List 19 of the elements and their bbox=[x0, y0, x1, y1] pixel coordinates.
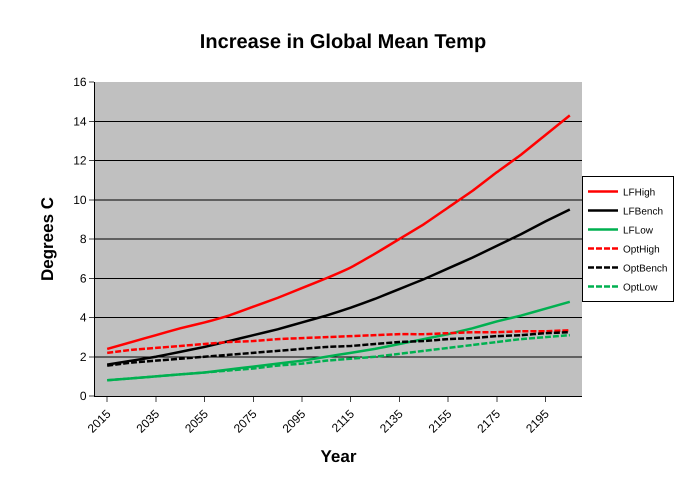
line-series bbox=[106, 114, 572, 350]
y-tick-label: 10 bbox=[73, 192, 87, 207]
y-tick-label: 14 bbox=[73, 114, 87, 128]
legend-label: LFBench bbox=[623, 206, 664, 218]
legend-label: LFHigh bbox=[623, 187, 656, 198]
y-tick-label: 4 bbox=[80, 310, 87, 325]
y-tick-label: 6 bbox=[80, 271, 87, 286]
x-axis-title: Year bbox=[320, 447, 357, 466]
legend-label: OptBench bbox=[623, 263, 668, 274]
y-tick-label: 0 bbox=[80, 389, 87, 404]
chart-title: Increase in Global Mean Temp bbox=[200, 30, 486, 53]
legend-label: OptHigh bbox=[623, 244, 660, 256]
legend-label: OptLow bbox=[623, 282, 658, 294]
legend-label: LFLow bbox=[623, 225, 654, 236]
y-axis-title: Degrees C bbox=[38, 196, 57, 282]
y-tick-label: 16 bbox=[73, 75, 87, 90]
y-tick-label: 2 bbox=[80, 350, 87, 364]
y-tick-label: 12 bbox=[73, 154, 87, 168]
y-tick-label: 8 bbox=[80, 232, 87, 246]
